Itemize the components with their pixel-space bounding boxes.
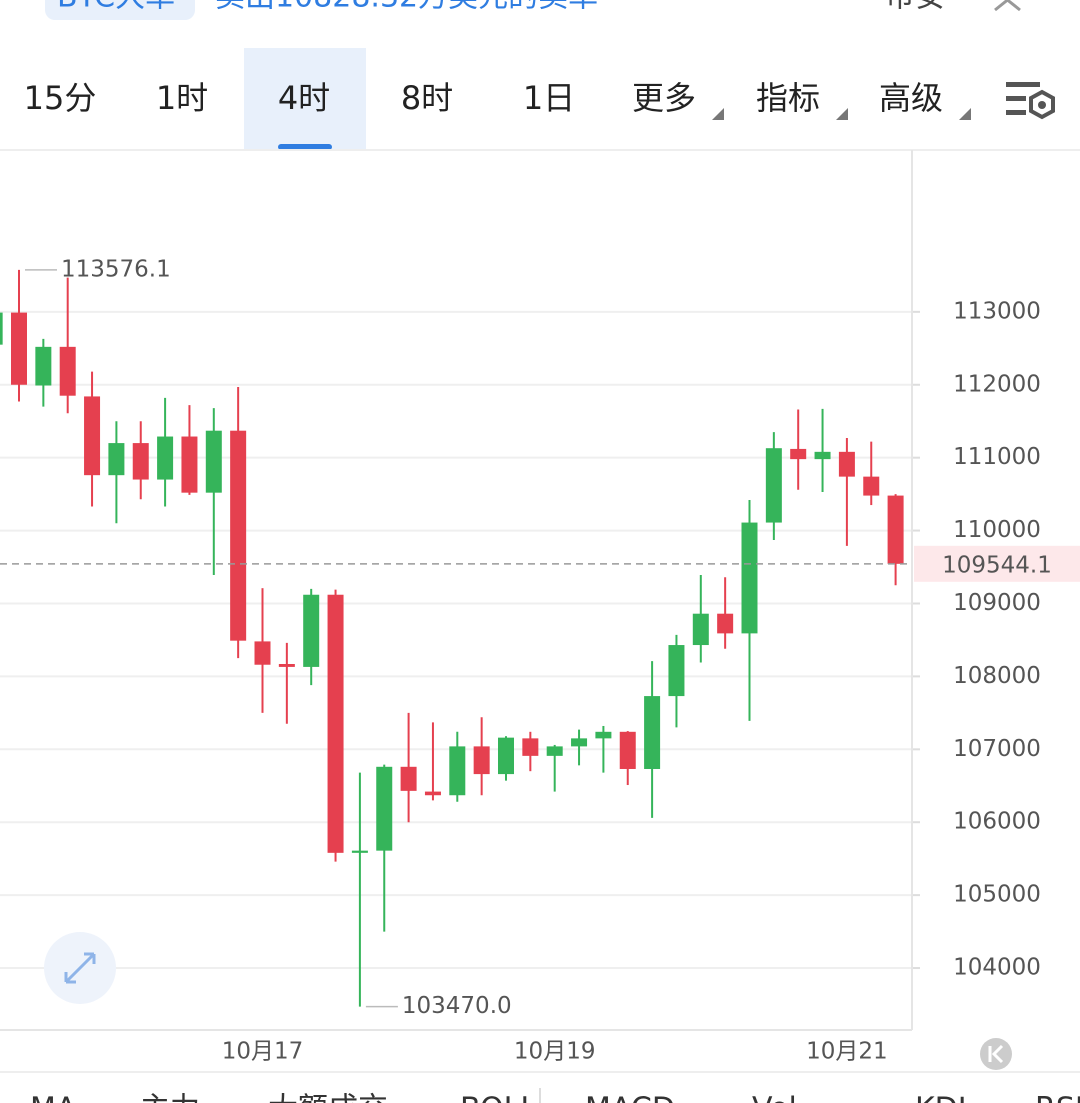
y-tick-label: 108000 — [953, 663, 1041, 689]
dropdown-arrow — [836, 108, 848, 120]
candle-body — [35, 346, 52, 386]
y-tick-label: 112000 — [953, 371, 1041, 397]
candle-body — [692, 613, 709, 646]
candle-body — [11, 312, 27, 385]
dropdown-arrow — [959, 108, 971, 120]
extreme-label: 103470.0 — [402, 993, 512, 1019]
candle-body — [0, 312, 3, 345]
indicator-tab[interactable]: MACD — [585, 1092, 675, 1103]
candle-body — [157, 436, 174, 480]
indicator-tab[interactable]: BOLL — [460, 1092, 537, 1103]
close-icon[interactable] — [994, 0, 1021, 12]
candle-body — [741, 522, 758, 634]
candle-body — [863, 476, 880, 496]
y-tick-label: 111000 — [953, 444, 1041, 470]
tab-underline — [278, 144, 332, 150]
header-source: 币安 — [885, 0, 945, 15]
x-tick-label: 10月19 — [514, 1039, 596, 1065]
candle-body — [546, 746, 563, 756]
candle-body — [108, 443, 125, 476]
candle-body — [400, 766, 417, 791]
header-title: BTC大单 — [57, 0, 175, 15]
candle-body — [717, 613, 734, 634]
y-tick-label: 106000 — [953, 809, 1041, 835]
candle-body — [230, 430, 247, 641]
candle-body — [449, 746, 466, 796]
tab[interactable]: 1时 — [156, 79, 208, 117]
x-tick-label: 10月21 — [806, 1039, 888, 1065]
header-message: 卖出10828.32万美元的卖单 — [215, 0, 598, 15]
y-tick-label: 105000 — [953, 882, 1041, 908]
indicator-tab[interactable]: RSI — [1035, 1092, 1080, 1103]
candle-body — [473, 746, 490, 775]
tab[interactable]: 指标 — [756, 79, 820, 117]
candle-body — [254, 641, 271, 665]
y-tick-label: 110000 — [953, 517, 1041, 543]
candle-body — [84, 396, 101, 476]
candle-body — [498, 737, 514, 775]
candle-body — [790, 448, 807, 460]
y-tick-label: 104000 — [953, 955, 1041, 981]
candle-body — [424, 791, 441, 796]
extreme-label: 113576.1 — [61, 256, 171, 282]
candle-body — [595, 731, 612, 739]
candle-body — [644, 696, 661, 769]
indicator-tab[interactable]: KDJ — [915, 1092, 967, 1103]
candle-body — [522, 738, 539, 756]
settings-icon[interactable] — [1006, 82, 1055, 120]
tab[interactable]: 更多 — [632, 79, 696, 117]
candle-body — [376, 766, 393, 851]
indicator-tab[interactable]: MA — [30, 1092, 77, 1103]
tabs: 15分 1时 4时 8时 1日 更多 指标 高级 — [24, 48, 971, 150]
candle-body — [181, 436, 198, 493]
last-price-label: 109544.1 — [942, 552, 1052, 578]
candle-body — [765, 448, 782, 523]
candle-body — [571, 738, 588, 747]
tab-highlight — [244, 48, 366, 150]
tab[interactable]: 4时 — [278, 79, 330, 117]
candle-body — [814, 451, 831, 460]
y-tick-label: 113000 — [953, 298, 1041, 324]
candle-body — [303, 594, 320, 667]
indicator-tab[interactable]: 大额成交 — [268, 1092, 388, 1103]
candle-body — [278, 664, 295, 667]
last-price-box — [914, 545, 1080, 582]
x-tick-label: 10月17 — [222, 1039, 304, 1065]
tab[interactable]: 8时 — [401, 79, 453, 117]
candle-body — [205, 430, 222, 493]
candle-body — [327, 594, 344, 853]
tab[interactable]: 1日 — [523, 79, 575, 117]
chart: 104000 105000 106000 107000 108000 109000 1100… — [0, 150, 1080, 1065]
candle-body — [838, 451, 855, 477]
scroll-end-icon — [988, 1044, 1004, 1064]
title-chip — [45, 0, 195, 20]
candle-body — [887, 495, 904, 564]
tab[interactable]: 高级 — [879, 79, 943, 117]
candle-body — [59, 346, 76, 396]
y-tick-label: 109000 — [953, 590, 1041, 616]
indicator-tab[interactable]: 主力 — [140, 1092, 200, 1103]
candle-body — [351, 850, 368, 853]
y-tick-label: 107000 — [953, 736, 1041, 762]
candle-body — [132, 443, 149, 480]
expand-icon — [64, 952, 96, 984]
dropdown-arrow — [712, 108, 724, 120]
candle-body — [668, 645, 685, 697]
indicator-bar: MA 主力 大额成交 BOLL MACD Vol KDJ RSI — [30, 1092, 1080, 1103]
indicator-tab[interactable]: Vol — [752, 1092, 797, 1103]
tab[interactable]: 15分 — [24, 79, 97, 117]
candle-body — [619, 731, 636, 769]
